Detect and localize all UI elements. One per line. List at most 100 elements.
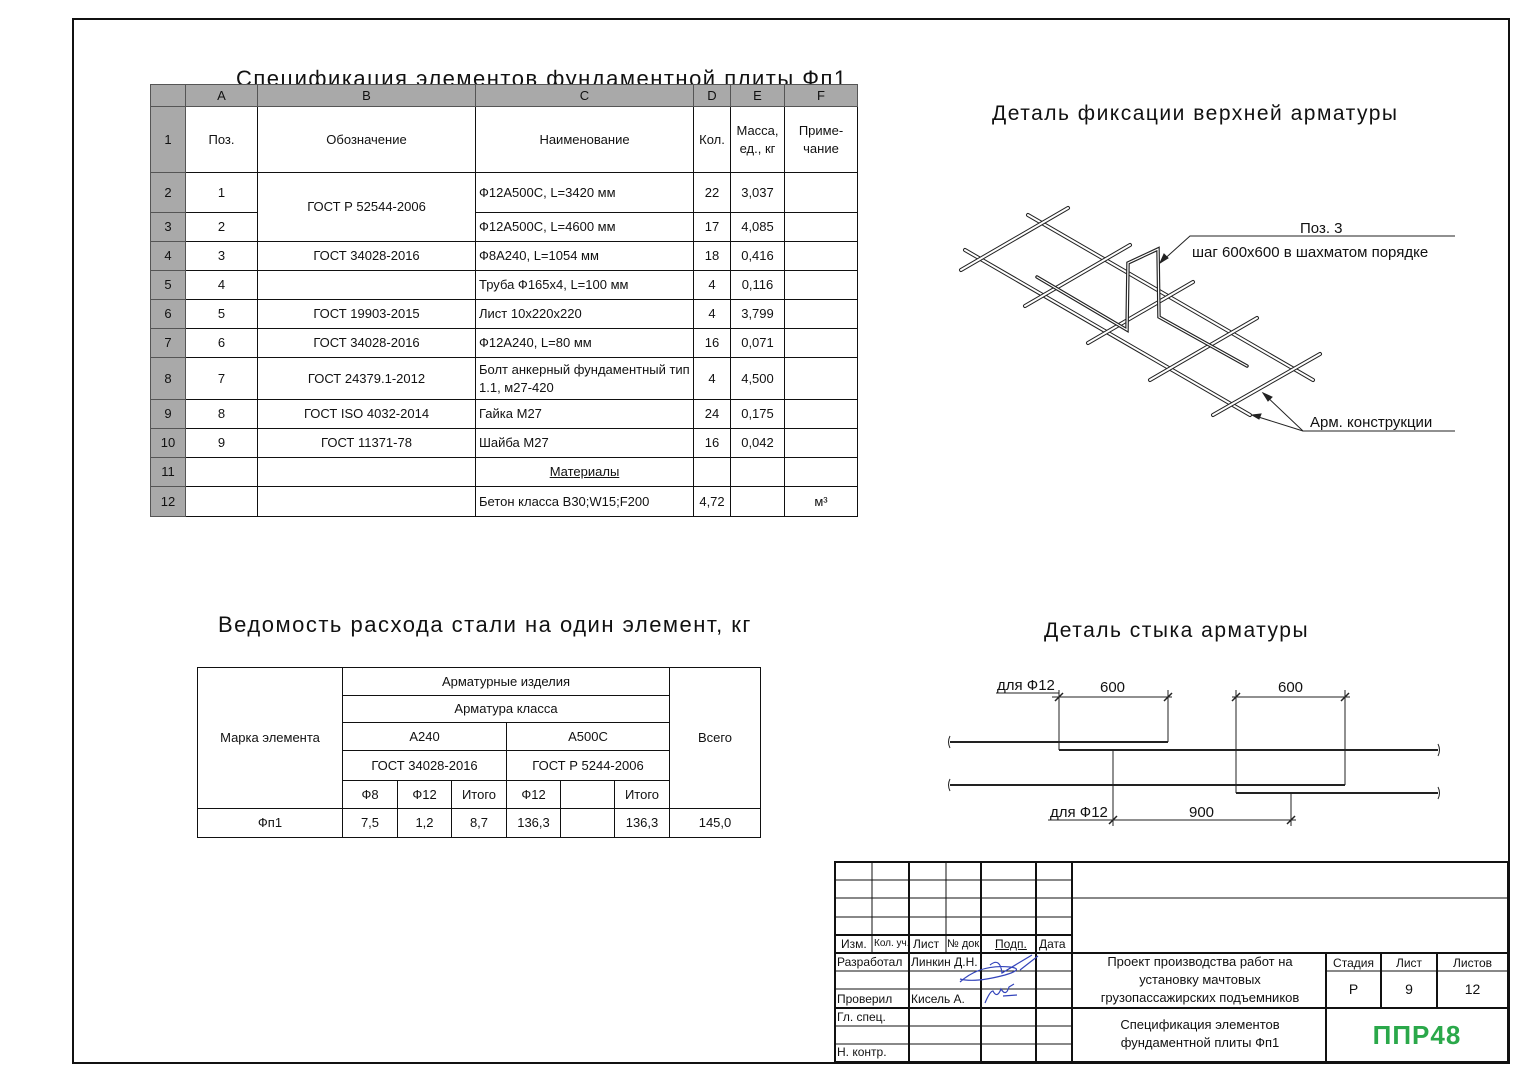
table-row: 12 Бетон класса В30;W15;F200 4,72 м³ (150, 486, 858, 517)
col-header: Кол. уч. (874, 938, 910, 949)
sub-header (560, 780, 615, 809)
label-arm: Арм. конструкции (1310, 414, 1432, 431)
cell-value: 136,3 (614, 808, 670, 838)
cell-qty: 4 (693, 299, 731, 329)
cell-designation: ГОСТ 34028-2016 (257, 241, 476, 271)
cell-designation (257, 486, 476, 517)
cell-designation: ГОСТ 24379.1-2012 (257, 357, 476, 400)
stage-value: Р (1348, 981, 1359, 997)
header-name: Наименование (475, 106, 694, 173)
cell-value: 8,7 (451, 808, 507, 838)
row-number: 12 (150, 486, 186, 517)
cell-name: Бетон класса В30;W15;F200 (475, 486, 694, 517)
role-label: Проверил (837, 992, 893, 1006)
sheet-frame (72, 18, 1510, 1064)
row-number: 10 (150, 428, 186, 458)
cell-name: Шайба М27 (475, 428, 694, 458)
role-name: Кисель А. (911, 992, 965, 1006)
cell-designation: ГОСТ 34028-2016 (257, 328, 476, 358)
signature-image (959, 954, 1039, 1004)
cell-note: м³ (784, 486, 858, 517)
header-total: Всего (669, 667, 761, 809)
cell-total: 145,0 (669, 808, 761, 838)
cell-note (784, 328, 858, 358)
cell-qty: 18 (693, 241, 731, 271)
detail-splice: Деталь стыка арматуры для Ф12 600 600 (948, 619, 1440, 826)
table-row: Фп1 7,5 1,2 8,7 136,3 136,3 145,0 (197, 808, 761, 838)
row-number: 9 (150, 399, 186, 429)
cell-mass: 0,116 (730, 270, 785, 300)
cell-name: Труба Ф165х4, L=100 мм (475, 270, 694, 300)
label-step: шаг 600х600 в шахматом порядке (1192, 244, 1428, 261)
table-row: 10 9 ГОСТ 11371-78 Шайба М27 16 0,042 (150, 428, 858, 458)
cell-mass: 3,799 (730, 299, 785, 329)
detail-top-title: Деталь фиксации верхней арматуры (992, 102, 1399, 125)
spec-title: Спецификация элементов фундаментной плит… (236, 66, 848, 86)
label-pos3: Поз. 3 (1300, 220, 1343, 237)
cell-pos: 7 (185, 357, 258, 400)
row-number: 2 (150, 172, 186, 213)
sub-header: Итого (614, 780, 670, 809)
cell-name: Лист 10х220х220 (475, 299, 694, 329)
cell-qty: 16 (693, 328, 731, 358)
dim-left: 600 (1100, 679, 1125, 696)
col-header: Дата (1039, 937, 1066, 951)
row-number: 4 (150, 241, 186, 271)
header-products: Арматурные изделия (342, 667, 670, 696)
table-row: 2 1 ГОСТ Р 52544-2006 Ф12А500С, L=3420 мм 22… (150, 172, 858, 242)
cell-pos: 1 (185, 172, 258, 213)
cell-designation: ГОСТ 11371-78 (257, 428, 476, 458)
project-title: Проект производства работ на установку м… (1100, 954, 1300, 1005)
rebar-grid (959, 206, 1322, 417)
table-row: 4 3 ГОСТ 34028-2016 Ф8А240, L=1054 мм 18 0,41… (150, 241, 858, 271)
role-name: Линкин Д.Н. (911, 955, 978, 969)
cell-name: Гайка М27 (475, 399, 694, 429)
cell-pos: 9 (185, 428, 258, 458)
col-letter: B (257, 84, 476, 107)
cell-mass: 0,071 (730, 328, 785, 358)
company-logo: ППР48 (1372, 1019, 1462, 1050)
cell-qty: 4,72 (693, 486, 731, 517)
label-top: для Ф12 (997, 677, 1055, 694)
sheet-label: Лист (1395, 956, 1423, 970)
gost-a500c: ГОСТ Р 5244-2006 (506, 750, 670, 781)
cell-pos: 6 (185, 328, 258, 358)
cell-name: Ф12А500С, L=3420 мм (475, 172, 694, 213)
cell-mass: 4,085 (730, 212, 785, 242)
cell-qty: 4 (693, 270, 731, 300)
dim-right: 600 (1278, 679, 1303, 696)
detail-top-fixing: Деталь фиксации верхней арматуры Поз. 3 (959, 102, 1455, 432)
row-number: 5 (150, 270, 186, 300)
detail-splice-title: Деталь стыка арматуры (1044, 619, 1309, 642)
steel-title: Ведомость расхода стали на один элемент,… (218, 612, 752, 637)
row-number: 1 (150, 106, 186, 173)
table-header-row: 1 Поз. Обозначение Наименование Кол. Мас… (150, 106, 858, 173)
transverse-bars (959, 206, 1322, 417)
cell-qty: 16 (693, 428, 731, 458)
col-letter: D (693, 84, 731, 107)
cell-note (784, 270, 858, 300)
cell-qty: 24 (693, 399, 731, 429)
cell-mass: 0,175 (730, 399, 785, 429)
role-label: Н. контр. (837, 1045, 887, 1059)
sheets-label: Листов (1453, 956, 1492, 970)
sheets-value: 12 (1464, 981, 1481, 997)
col-header: Лист (913, 937, 940, 951)
sub-header: Итого (451, 780, 507, 809)
dim-bottom: 900 (1189, 804, 1214, 821)
table-row: 5 4 Труба Ф165х4, L=100 мм 4 0,116 (150, 270, 858, 300)
sheet-value: 9 (1405, 981, 1413, 997)
table-row: 6 5 ГОСТ 19903-2015 Лист 10х220х220 4 3,799 (150, 299, 858, 329)
cell-value (560, 808, 615, 838)
header-mark: Марка элемента (197, 667, 343, 809)
cell-value: 7,5 (342, 808, 398, 838)
role-label: Разработал (837, 955, 903, 969)
table-row: 7 6 ГОСТ 34028-2016 Ф12А240, L=80 мм 16 0,071 (150, 328, 858, 358)
cell-name: Ф8А240, L=1054 мм (475, 241, 694, 271)
stage-label: Стадия (1333, 956, 1374, 970)
row-number: 7 (150, 328, 186, 358)
row-number: 11 (150, 457, 186, 487)
role-label: Гл. спец. (837, 1010, 886, 1024)
